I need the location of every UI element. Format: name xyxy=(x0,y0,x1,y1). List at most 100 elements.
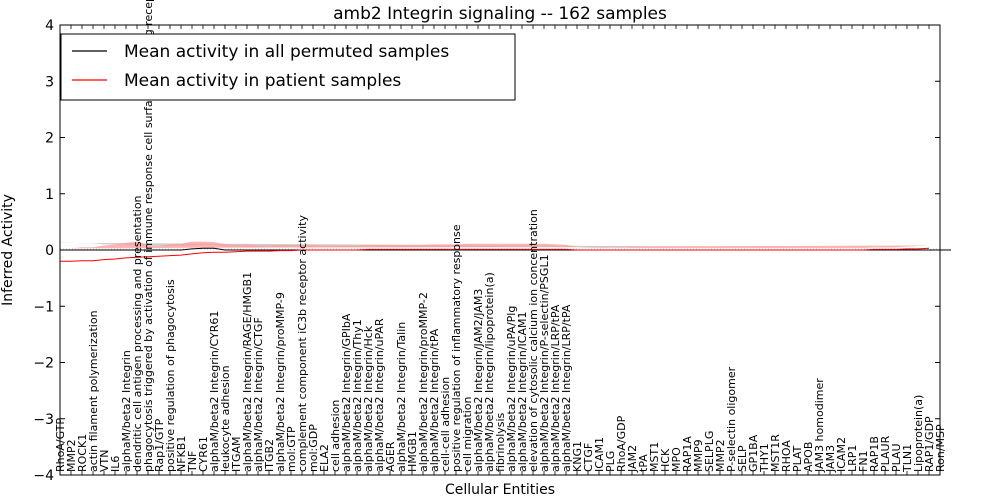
series-lines xyxy=(60,247,951,262)
y-tick-label: −2 xyxy=(33,356,54,372)
category-label: alphaM/beta2 Integrin/CTGF xyxy=(252,317,265,472)
line-series-1 xyxy=(60,247,930,262)
category-label: complement component iC3b receptor activ… xyxy=(296,215,309,472)
category-label: GP1BA xyxy=(747,434,760,472)
legend: Mean activity in all permuted samples Me… xyxy=(60,33,516,101)
category-label: phagocytosis triggered by activation of … xyxy=(142,0,155,472)
chart-title: amb2 Integrin signaling -- 162 samples xyxy=(333,4,667,24)
category-label: RAP1B xyxy=(868,436,881,472)
category-label: JAM3 xyxy=(824,445,837,473)
category-label: IL6 xyxy=(109,456,122,472)
y-tick-label: 4 xyxy=(45,18,54,34)
category-label: MPO xyxy=(670,447,683,472)
category-label: NFKB1 xyxy=(175,436,188,472)
band-series-1 xyxy=(60,241,929,249)
category-label: mol:GDP xyxy=(307,424,320,472)
category-label: leukocyte adhesion xyxy=(219,365,232,472)
category-label: alphaM/beta2 Integrin/Talin xyxy=(395,322,408,472)
legend-label-permuted: Mean activity in all permuted samples xyxy=(124,42,449,62)
category-label: TLN1 xyxy=(901,444,914,473)
category-label: ITGAM xyxy=(230,436,243,472)
category-label: Ron/MSP xyxy=(934,424,947,472)
category-label: PLAT xyxy=(791,445,804,472)
category-label: TNF xyxy=(186,451,199,473)
category-label: fibrinolysis xyxy=(494,412,507,472)
category-label: MST1 xyxy=(648,442,661,472)
y-tick-label: −4 xyxy=(33,468,54,484)
category-label: THY1 xyxy=(758,443,771,473)
category-label: ICAM2 xyxy=(835,437,848,472)
category-label: HCK xyxy=(659,448,672,472)
category-label: PLAU xyxy=(890,443,903,472)
category-label: alphaM/beta2 Integrin/LRP/tPA xyxy=(560,304,573,472)
category-label: APOB xyxy=(802,442,815,472)
category-label: P-selectin oligomer xyxy=(725,366,738,472)
category-label: CTGF xyxy=(582,443,595,472)
category-label: alphaM/beta2 Integrin/JAM2/JAM3 xyxy=(472,289,485,472)
category-label: positive regulation of phagocytosis xyxy=(164,279,177,472)
category-label: alphaM/beta2 Integrin/uPAR xyxy=(373,318,386,472)
category-label: alphaM/beta2 Integrin/P-selectin/PSGL1 xyxy=(538,254,551,472)
category-label: alphaM/beta2 Integrin/LRP/tPA xyxy=(549,304,562,472)
confidence-bands xyxy=(60,241,929,249)
category-label: SELPLG xyxy=(703,431,716,472)
category-label: ICAM1 xyxy=(593,437,606,472)
category-label: PLAUR xyxy=(879,435,892,472)
category-label: alphaM/beta2 Integrin/GPIbA xyxy=(340,313,353,472)
category-label: alphaM/beta2 Integrin/proMMP-2 xyxy=(417,292,430,472)
category-label: MST1R xyxy=(769,434,782,472)
category-label: cell migration xyxy=(461,396,474,472)
category-label: dendritic cell antigen processing and pr… xyxy=(131,195,144,472)
category-label: KNG1 xyxy=(571,441,584,472)
category-label: elevation of cytosolic calcium ion conce… xyxy=(527,209,540,472)
category-label: alphaM/beta2 Integrin/uPA/Plg xyxy=(505,306,518,472)
category-label: alphaM/beta2 Integrin/tPA xyxy=(428,328,441,472)
x-axis-label: Cellular Entities xyxy=(445,482,555,498)
category-label: cell adhesion xyxy=(329,400,342,472)
y-axis-label: Inferred Activity xyxy=(0,194,16,306)
y-tick-label: −1 xyxy=(33,299,54,315)
category-label: CYR61 xyxy=(197,436,210,472)
category-label: ELA2 xyxy=(318,444,331,472)
category-label: ITGB2 xyxy=(263,439,276,472)
category-label: MMP2 xyxy=(714,439,727,472)
category-label: actin filament polymerization xyxy=(87,310,100,472)
category-label: SELP xyxy=(736,445,749,472)
category-label: Lipoprotein(a) xyxy=(912,395,925,472)
category-label: AGER xyxy=(384,441,397,472)
category-label: RhoA/GDP xyxy=(615,415,628,472)
category-label: MMP9 xyxy=(692,439,705,472)
category-label: alphaM/beta2 Integrin/proMMP-9 xyxy=(274,292,287,472)
category-label: alphaM/beta2 Integrin/RAGE/HMGB1 xyxy=(241,272,254,472)
category-label: alphaM/beta2 Integrin xyxy=(120,350,133,472)
category-label: mol:GTP xyxy=(285,426,298,472)
category-label: JAM3 homodimer xyxy=(813,378,826,473)
legend-label-patient: Mean activity in patient samples xyxy=(124,71,401,91)
category-label: cell-cell adhesion xyxy=(439,377,452,472)
category-label: RAP1/GDP xyxy=(923,416,936,472)
category-label: alphaM/beta2 Integrin/ICAM1 xyxy=(516,312,529,472)
y-tick-label: −3 xyxy=(33,412,54,428)
y-tick-label: 3 xyxy=(45,74,54,90)
y-tick-label: 1 xyxy=(45,187,54,203)
category-label: Rap1/GTP xyxy=(153,418,166,472)
legend-box xyxy=(60,33,516,101)
category-label: RHOA xyxy=(780,440,793,472)
category-label: alphaM/beta2 Integrin/Thy1 xyxy=(351,319,364,472)
category-label: MMP2 xyxy=(65,439,78,472)
category-label: PLG xyxy=(604,451,617,472)
y-tick-label: 2 xyxy=(45,131,54,147)
category-label: alphaM/beta2 Integrin/CYR61 xyxy=(208,311,221,472)
category-label: FN1 xyxy=(857,450,870,472)
category-label: RAP1A xyxy=(681,436,694,472)
category-label: ROCK1 xyxy=(76,434,89,472)
x-axis-ticks xyxy=(59,25,941,475)
category-label: alphaM/beta2 Integrin/Hck xyxy=(362,325,375,472)
category-label: VTN xyxy=(98,450,111,472)
category-label: JAM2 xyxy=(626,445,639,473)
category-label: tPA xyxy=(637,454,650,472)
category-label: LRP1 xyxy=(846,445,859,472)
category-label: alphaM/beta2 Integrin/lipoprotein(a) xyxy=(483,272,496,472)
category-label: RhoA/GTP xyxy=(54,418,67,472)
